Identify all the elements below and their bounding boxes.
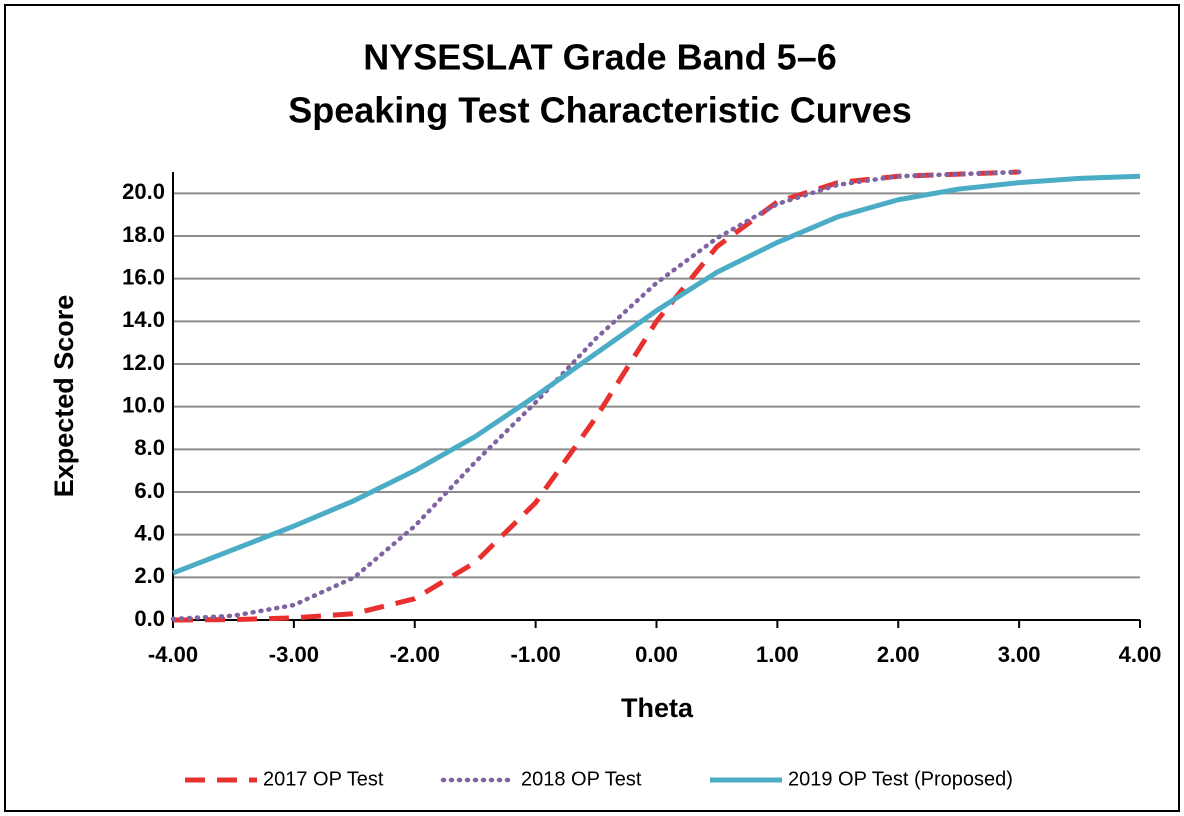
- x-tick-label: 4.00: [1119, 642, 1162, 667]
- chart-subtitle: Speaking Test Characteristic Curves: [288, 90, 912, 131]
- series-line: [172, 173, 1141, 576]
- x-axis-title: Theta: [621, 693, 694, 723]
- y-axis-title: Expected Score: [49, 295, 79, 498]
- y-tick-label: 16.0: [122, 264, 165, 289]
- x-tick-label: -4.00: [148, 642, 198, 667]
- y-tick-label: 0.0: [134, 606, 165, 631]
- y-tick-label: 10.0: [122, 392, 165, 417]
- y-tick-label: 14.0: [122, 307, 165, 332]
- x-tick-label: -3.00: [269, 642, 319, 667]
- y-tick-label: 6.0: [134, 478, 165, 503]
- series-line: [170, 169, 1022, 622]
- legend-label: 2017 OP Test: [263, 768, 384, 790]
- y-tick-label: 2.0: [134, 563, 165, 588]
- y-tick-label: 12.0: [122, 350, 165, 375]
- x-tick-label: -1.00: [511, 642, 561, 667]
- legend-label: 2019 OP Test (Proposed): [788, 768, 1013, 790]
- series-line: [172, 169, 1020, 623]
- y-tick-label: 4.0: [134, 520, 165, 545]
- y-tick-label: 20.0: [122, 179, 165, 204]
- x-tick-label: -2.00: [390, 642, 440, 667]
- y-tick-label: 8.0: [134, 435, 165, 460]
- x-tick-label: 0.00: [635, 642, 678, 667]
- y-tick-label: 18.0: [122, 222, 165, 247]
- chart-title: NYSESLAT Grade Band 5–6: [363, 37, 836, 78]
- x-tick-label: 2.00: [877, 642, 920, 667]
- x-tick-label: 3.00: [998, 642, 1041, 667]
- chart-border: [4, 4, 1180, 812]
- x-tick-label: 1.00: [756, 642, 799, 667]
- legend-label: 2018 OP Test: [521, 768, 642, 790]
